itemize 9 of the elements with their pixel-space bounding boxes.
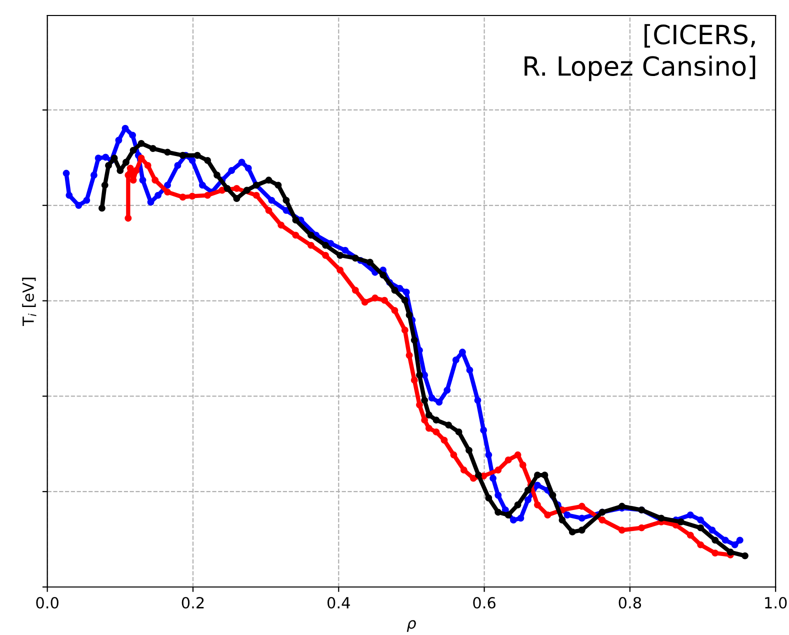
y-axis-title: T$_{i}$ [eV]: [22, 278, 36, 326]
x-tick-label: 1.0: [765, 596, 787, 609]
x-axis-title: ρ: [406, 620, 416, 632]
text: [CICERS, R. Lopez Cansino]: [524, 24, 756, 82]
x-tick-label: 0.0: [36, 596, 58, 609]
x-tick-label: 0.6: [473, 596, 496, 609]
x-tick-label: 0.4: [328, 596, 350, 609]
x-tick-label: 0.8: [618, 596, 642, 609]
x-tick-label: 0.2: [182, 596, 204, 609]
